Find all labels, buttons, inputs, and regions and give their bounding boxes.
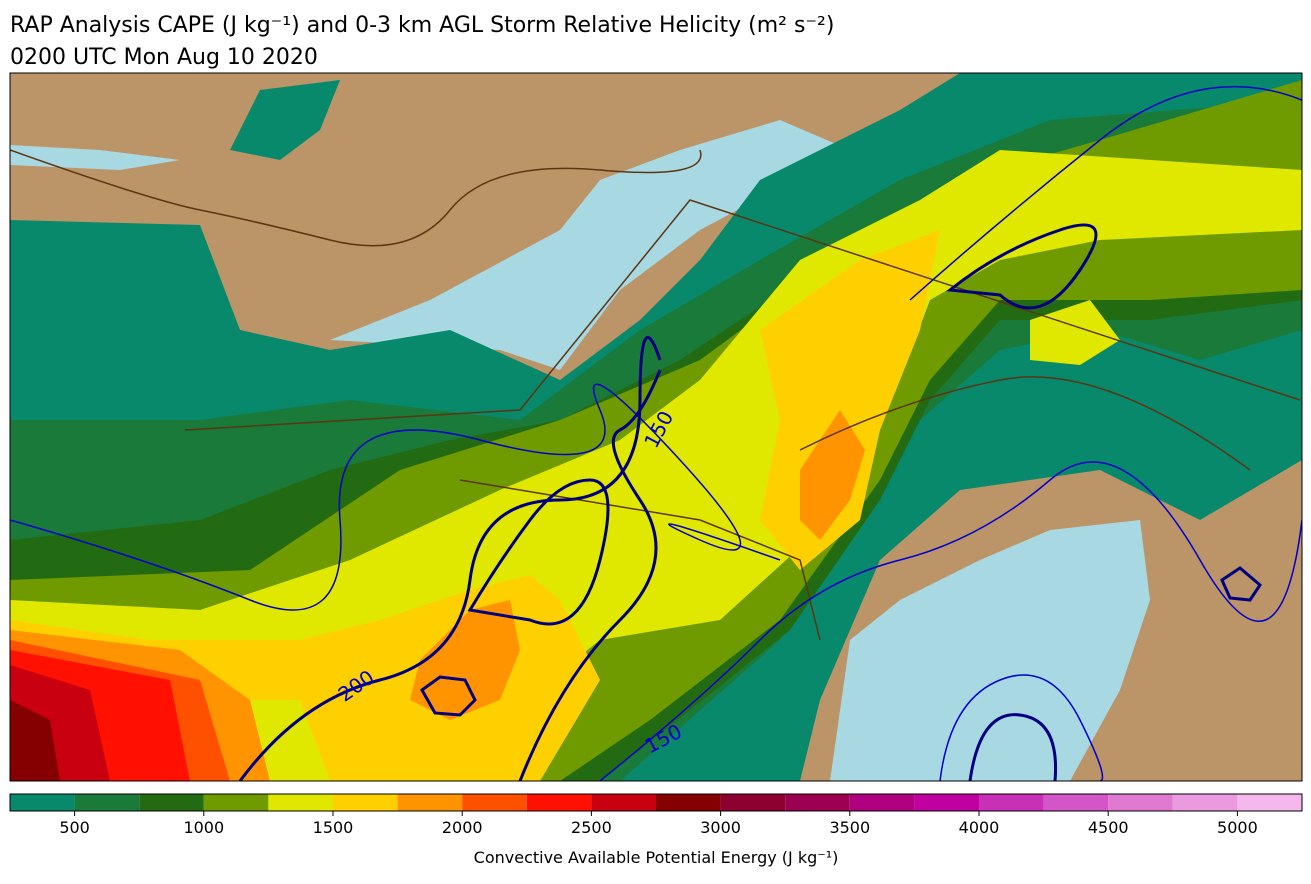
colorbar-bin: [139, 794, 204, 811]
colorbar-bin: [720, 794, 786, 811]
colorbar-tick-label: 1500: [313, 818, 354, 837]
colorbar-tick-label: 5000: [1217, 818, 1258, 837]
title: RAP Analysis CAPE (J kg⁻¹) and 0-3 km AG…: [10, 13, 834, 38]
colorbar-bin: [785, 794, 850, 811]
colorbar-bin: [10, 794, 75, 811]
colorbar: 500 1000 1500 2000 2500 3000 3500 4000 4500 5000: [9, 793, 1303, 837]
map-frame: [9, 72, 1303, 782]
colorbar-bin: [979, 794, 1044, 811]
colorbar-tick-label: 500: [59, 818, 90, 837]
colorbar-bin: [1043, 794, 1109, 811]
colorbar-bin: [333, 794, 398, 811]
colorbar-bin: [914, 794, 979, 811]
subtitle: 0200 UTC Mon Aug 10 2020: [10, 45, 318, 70]
colorbar-tick-label: 4500: [1088, 818, 1129, 837]
colorbar-bin: [526, 794, 592, 811]
colorbar-bin: [1172, 794, 1238, 811]
colorbar-bin: [397, 794, 463, 811]
colorbar-frame: [9, 793, 1303, 812]
colorbar-bin: [1237, 794, 1302, 811]
colorbar-tick-label: 3000: [700, 818, 741, 837]
srh-contours: [10, 85, 1302, 781]
colorbar-bin: [656, 794, 721, 811]
colorbar-label: Convective Available Potential Energy (J…: [474, 848, 839, 867]
colorbar-bin: [591, 794, 656, 811]
map: [10, 73, 1302, 781]
borders: [10, 149, 1301, 641]
colorbar-bin: [1108, 794, 1173, 811]
colorbar-tick-label: 3500: [829, 818, 870, 837]
colorbar-bin: [74, 794, 140, 811]
colorbar-bin: [849, 794, 915, 811]
colorbar-bin: [268, 794, 333, 811]
colorbar-tick-label: 2500: [571, 818, 612, 837]
colorbar-bin: [462, 794, 527, 811]
colorbar-tick-label: 4000: [959, 818, 1000, 837]
colorbar-bin: [203, 794, 269, 811]
cape-fill: [10, 73, 1302, 781]
colorbar-tick-label: 1000: [183, 818, 224, 837]
colorbar-tick-label: 2000: [442, 818, 483, 837]
